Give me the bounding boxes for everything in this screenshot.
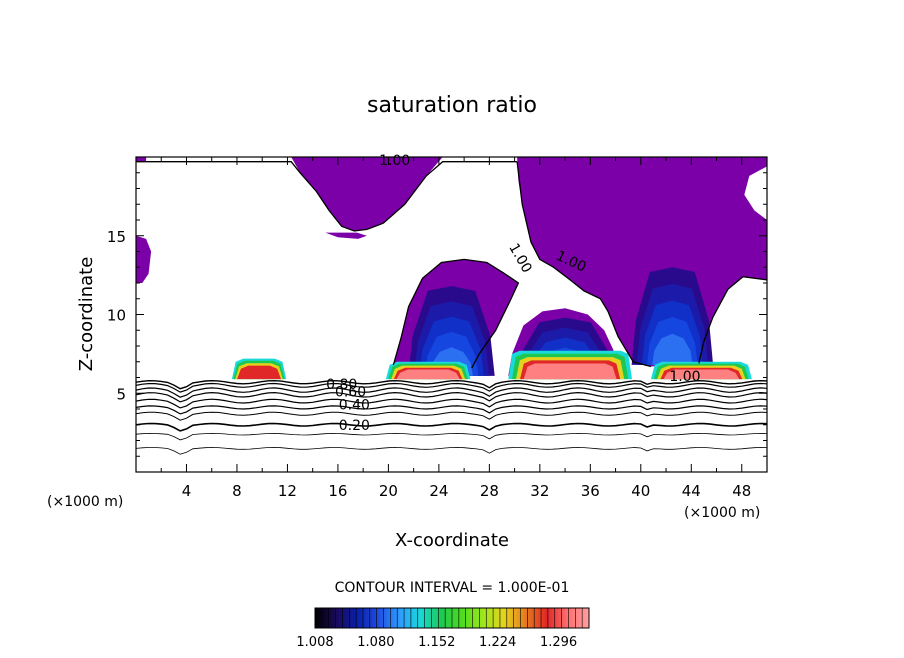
plume-right-band-4 <box>652 333 693 365</box>
contour-0.15 <box>136 432 767 441</box>
colorbar-ticks: 1.008 1.080 1.152 1.224 1.296 <box>296 608 590 650</box>
y-tick-label-15: 15 <box>107 228 126 246</box>
purple-region-streak <box>325 232 367 239</box>
x-tick-label-32: 32 <box>530 482 549 500</box>
contour-label-7: 0.20 <box>339 418 370 434</box>
x-tick-label-44: 44 <box>682 482 701 500</box>
y-axis-ticks: 5 10 15 <box>107 172 767 457</box>
contour-label-3: 1.00 <box>669 369 700 385</box>
cap-left-layer-4 <box>396 369 460 380</box>
contour-0.80 <box>136 382 767 393</box>
x-tick-label-24: 24 <box>429 482 448 500</box>
z-units-label: (×1000 m) <box>47 494 123 510</box>
y-tick-label-10: 10 <box>107 307 126 325</box>
contour-1.00-top <box>136 161 518 232</box>
x-tick-label-36: 36 <box>581 482 600 500</box>
chart-title: saturation ratio <box>367 93 537 118</box>
x-tick-label-48: 48 <box>732 482 751 500</box>
contour-0.40 <box>136 405 767 415</box>
colorbar-tick-label-3: 1.224 <box>479 635 516 650</box>
x-axis-label: X-coordinate <box>395 530 509 551</box>
colorbar-tick-label-0: 1.008 <box>296 635 333 650</box>
contour-layer <box>136 161 767 455</box>
x-tick-label-28: 28 <box>480 482 499 500</box>
contour-0.70 <box>136 387 767 398</box>
contour-0.90 <box>136 379 767 390</box>
purple-region-left <box>136 235 152 283</box>
contour-0.50 <box>136 398 767 409</box>
contour-0.20 <box>136 422 767 432</box>
colorbar-tick-label-2: 1.152 <box>418 635 455 650</box>
contour-1.00-plume <box>392 258 520 369</box>
contour-label-4: 0.80 <box>326 377 357 393</box>
contour-1.00-right <box>516 161 652 368</box>
contour-label-6: 0.40 <box>339 397 370 413</box>
x-units-label: (×1000 m) <box>684 505 760 521</box>
contour-0.60 <box>136 391 767 403</box>
contour-1.00-far-right <box>698 276 767 364</box>
x-tick-label-40: 40 <box>631 482 650 500</box>
x-tick-label-4: 4 <box>182 482 192 500</box>
contour-label-5: 0.60 <box>335 385 366 401</box>
field-layer <box>136 157 767 380</box>
purple-region-upper-left <box>136 157 443 231</box>
x-tick-label-8: 8 <box>232 482 242 500</box>
x-tick-label-16: 16 <box>328 482 347 500</box>
cap-far-left-layer-3 <box>237 365 281 380</box>
contour-interval-label: CONTOUR INTERVAL = 1.000E-01 <box>335 580 570 596</box>
contour-0.30 <box>136 411 767 421</box>
contour-label-0: 1.00 <box>379 153 410 169</box>
contour-0.10 <box>136 446 767 455</box>
colorbar-tick-label-1: 1.080 <box>357 635 394 650</box>
y-tick-label-5: 5 <box>116 385 126 403</box>
cap-center-layer-4 <box>523 363 617 380</box>
colorbar-tick-label-4: 1.296 <box>540 635 577 650</box>
x-tick-label-20: 20 <box>379 482 398 500</box>
purple-region-top-edge <box>136 157 147 162</box>
x-axis-ticks: 4 8 12 16 20 24 28 32 36 40 44 48 <box>160 157 751 500</box>
cap-right-layer-4 <box>663 369 740 380</box>
y-axis-label: Z-coordinate <box>76 257 97 372</box>
x-tick-label-12: 12 <box>278 482 297 500</box>
